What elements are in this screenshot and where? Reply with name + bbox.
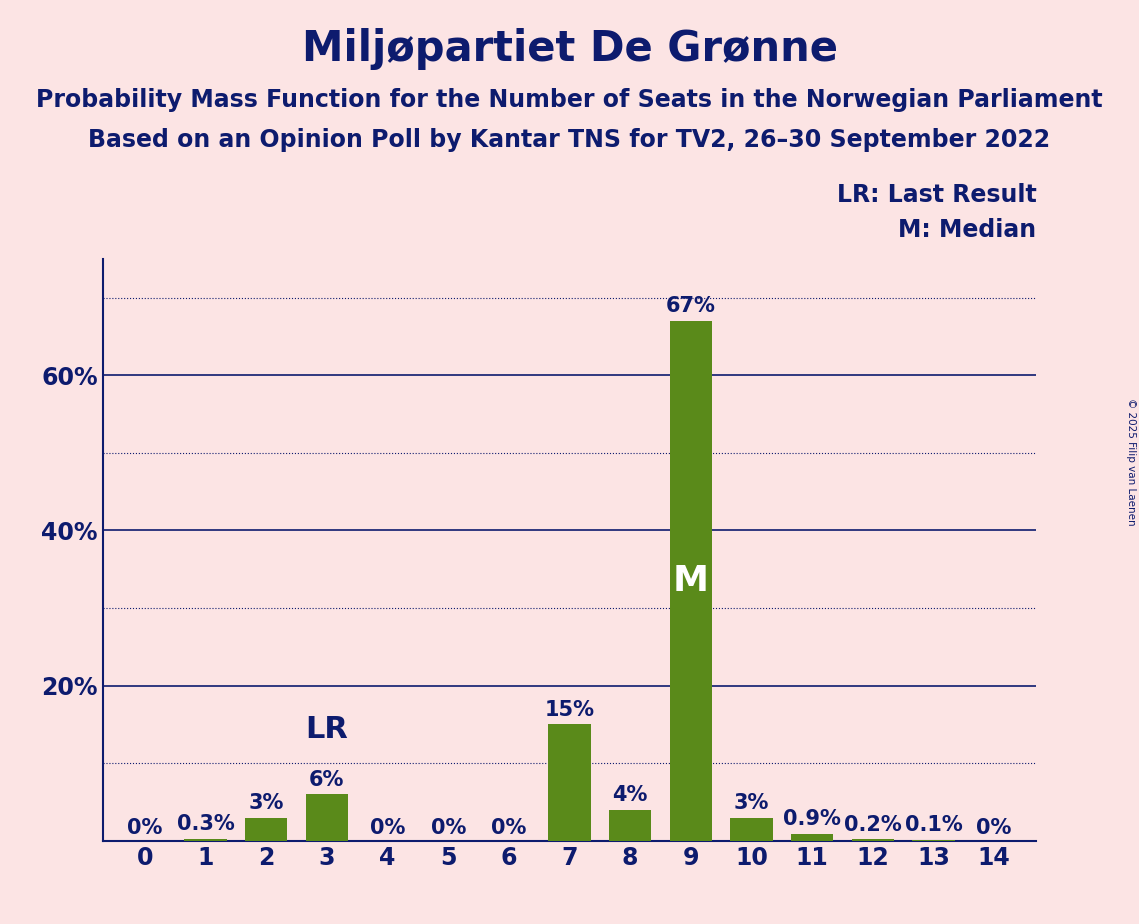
- Text: 6%: 6%: [309, 770, 345, 790]
- Text: 0.2%: 0.2%: [844, 815, 902, 834]
- Bar: [670, 321, 712, 841]
- Text: Based on an Opinion Poll by Kantar TNS for TV2, 26–30 September 2022: Based on an Opinion Poll by Kantar TNS f…: [89, 128, 1050, 152]
- Text: © 2025 Filip van Laenen: © 2025 Filip van Laenen: [1126, 398, 1136, 526]
- Bar: [852, 839, 894, 841]
- Text: 3%: 3%: [734, 793, 769, 813]
- Text: 0%: 0%: [491, 818, 526, 838]
- Text: 0%: 0%: [976, 818, 1011, 838]
- Text: 0%: 0%: [431, 818, 466, 838]
- Text: 0.9%: 0.9%: [784, 809, 841, 829]
- Text: 0.1%: 0.1%: [904, 815, 962, 835]
- Bar: [790, 833, 834, 841]
- Bar: [245, 818, 287, 841]
- Text: Probability Mass Function for the Number of Seats in the Norwegian Parliament: Probability Mass Function for the Number…: [36, 88, 1103, 112]
- Text: 3%: 3%: [248, 793, 284, 813]
- Text: 0%: 0%: [370, 818, 405, 838]
- Bar: [305, 795, 349, 841]
- Bar: [730, 818, 772, 841]
- Text: Miljøpartiet De Grønne: Miljøpartiet De Grønne: [302, 28, 837, 69]
- Text: LR: LR: [305, 715, 349, 744]
- Text: LR: Last Result: LR: Last Result: [837, 183, 1036, 207]
- Text: M: Median: M: Median: [899, 218, 1036, 242]
- Text: 4%: 4%: [613, 785, 648, 805]
- Text: M: M: [673, 564, 708, 598]
- Text: 0.3%: 0.3%: [177, 814, 235, 833]
- Bar: [609, 809, 652, 841]
- Bar: [548, 724, 591, 841]
- Text: 15%: 15%: [544, 699, 595, 720]
- Bar: [185, 838, 227, 841]
- Text: 0%: 0%: [128, 818, 163, 838]
- Text: 67%: 67%: [666, 297, 715, 316]
